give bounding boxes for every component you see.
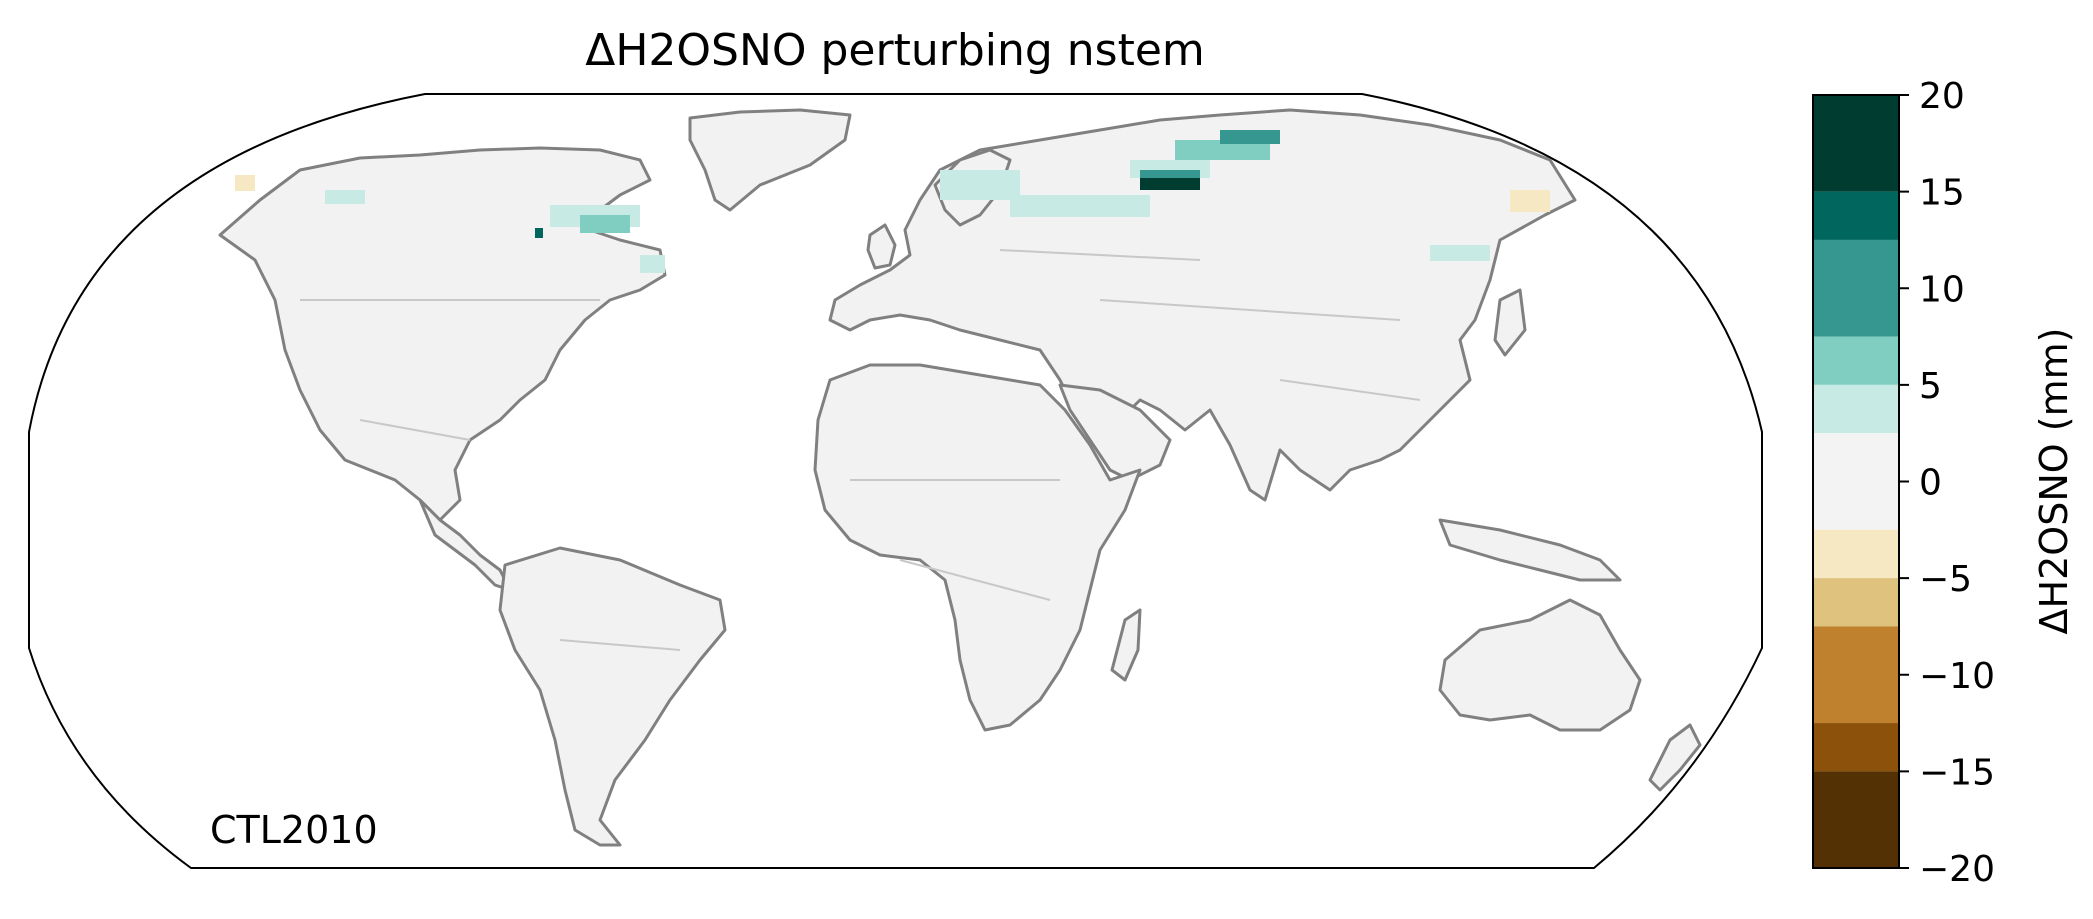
colorbar-bin (1813, 95, 1899, 192)
colorbar-bin (1813, 239, 1899, 337)
colorbar-bin (1813, 433, 1899, 530)
colorbar-bin (1813, 771, 1899, 868)
colorbar: 20 15 10 5 0 −5 −10 −15 −20 ΔH2OSNO (mm) (1812, 76, 2076, 890)
africa (813, 363, 1142, 732)
map-panel: CTL2010 (28, 93, 1763, 869)
figure-title: ΔH2OSNO perturbing nstem (585, 25, 1205, 76)
south-america (498, 546, 727, 847)
australia (1438, 598, 1642, 732)
colorbar-tick-label: −5 (1919, 559, 1972, 600)
southeast-asia-islands (1438, 518, 1622, 582)
colorbar-bin (1813, 578, 1899, 627)
country-borders (300, 249, 1421, 651)
colorbar-ticks: 20 15 10 5 0 −5 −10 −15 −20 (1899, 76, 1995, 890)
colorbar-tick-label: 0 (1919, 463, 1942, 504)
japan (1493, 288, 1527, 357)
colorbar-tick-label: 5 (1919, 366, 1942, 407)
madagascar (1110, 608, 1142, 682)
north-america (218, 146, 667, 522)
colorbar-tick-label: 20 (1919, 76, 1965, 117)
arabia (1058, 383, 1172, 482)
run-annotation: CTL2010 (210, 808, 378, 852)
british-isles (866, 223, 897, 270)
colorbar-tick-label: 10 (1919, 269, 1965, 310)
colorbar-bin (1813, 529, 1899, 579)
colorbar-bins (1813, 95, 1899, 868)
colorbar-bin (1813, 336, 1899, 385)
colorbar-tick-label: 15 (1919, 173, 1965, 214)
colorbar-tick-label: −10 (1919, 656, 1995, 697)
colorbar-label: ΔH2OSNO (mm) (2032, 328, 2076, 635)
anomaly-cells (235, 130, 1550, 273)
colorbar-bin (1813, 191, 1899, 240)
greenland (688, 108, 852, 212)
colorbar-tick-label: −15 (1919, 752, 1995, 793)
new-zealand (1648, 723, 1702, 792)
colorbar-bin (1813, 384, 1899, 434)
colorbar-bin (1813, 626, 1899, 724)
colorbar-tick-label: −20 (1919, 849, 1995, 890)
colorbar-bin (1813, 723, 1899, 772)
